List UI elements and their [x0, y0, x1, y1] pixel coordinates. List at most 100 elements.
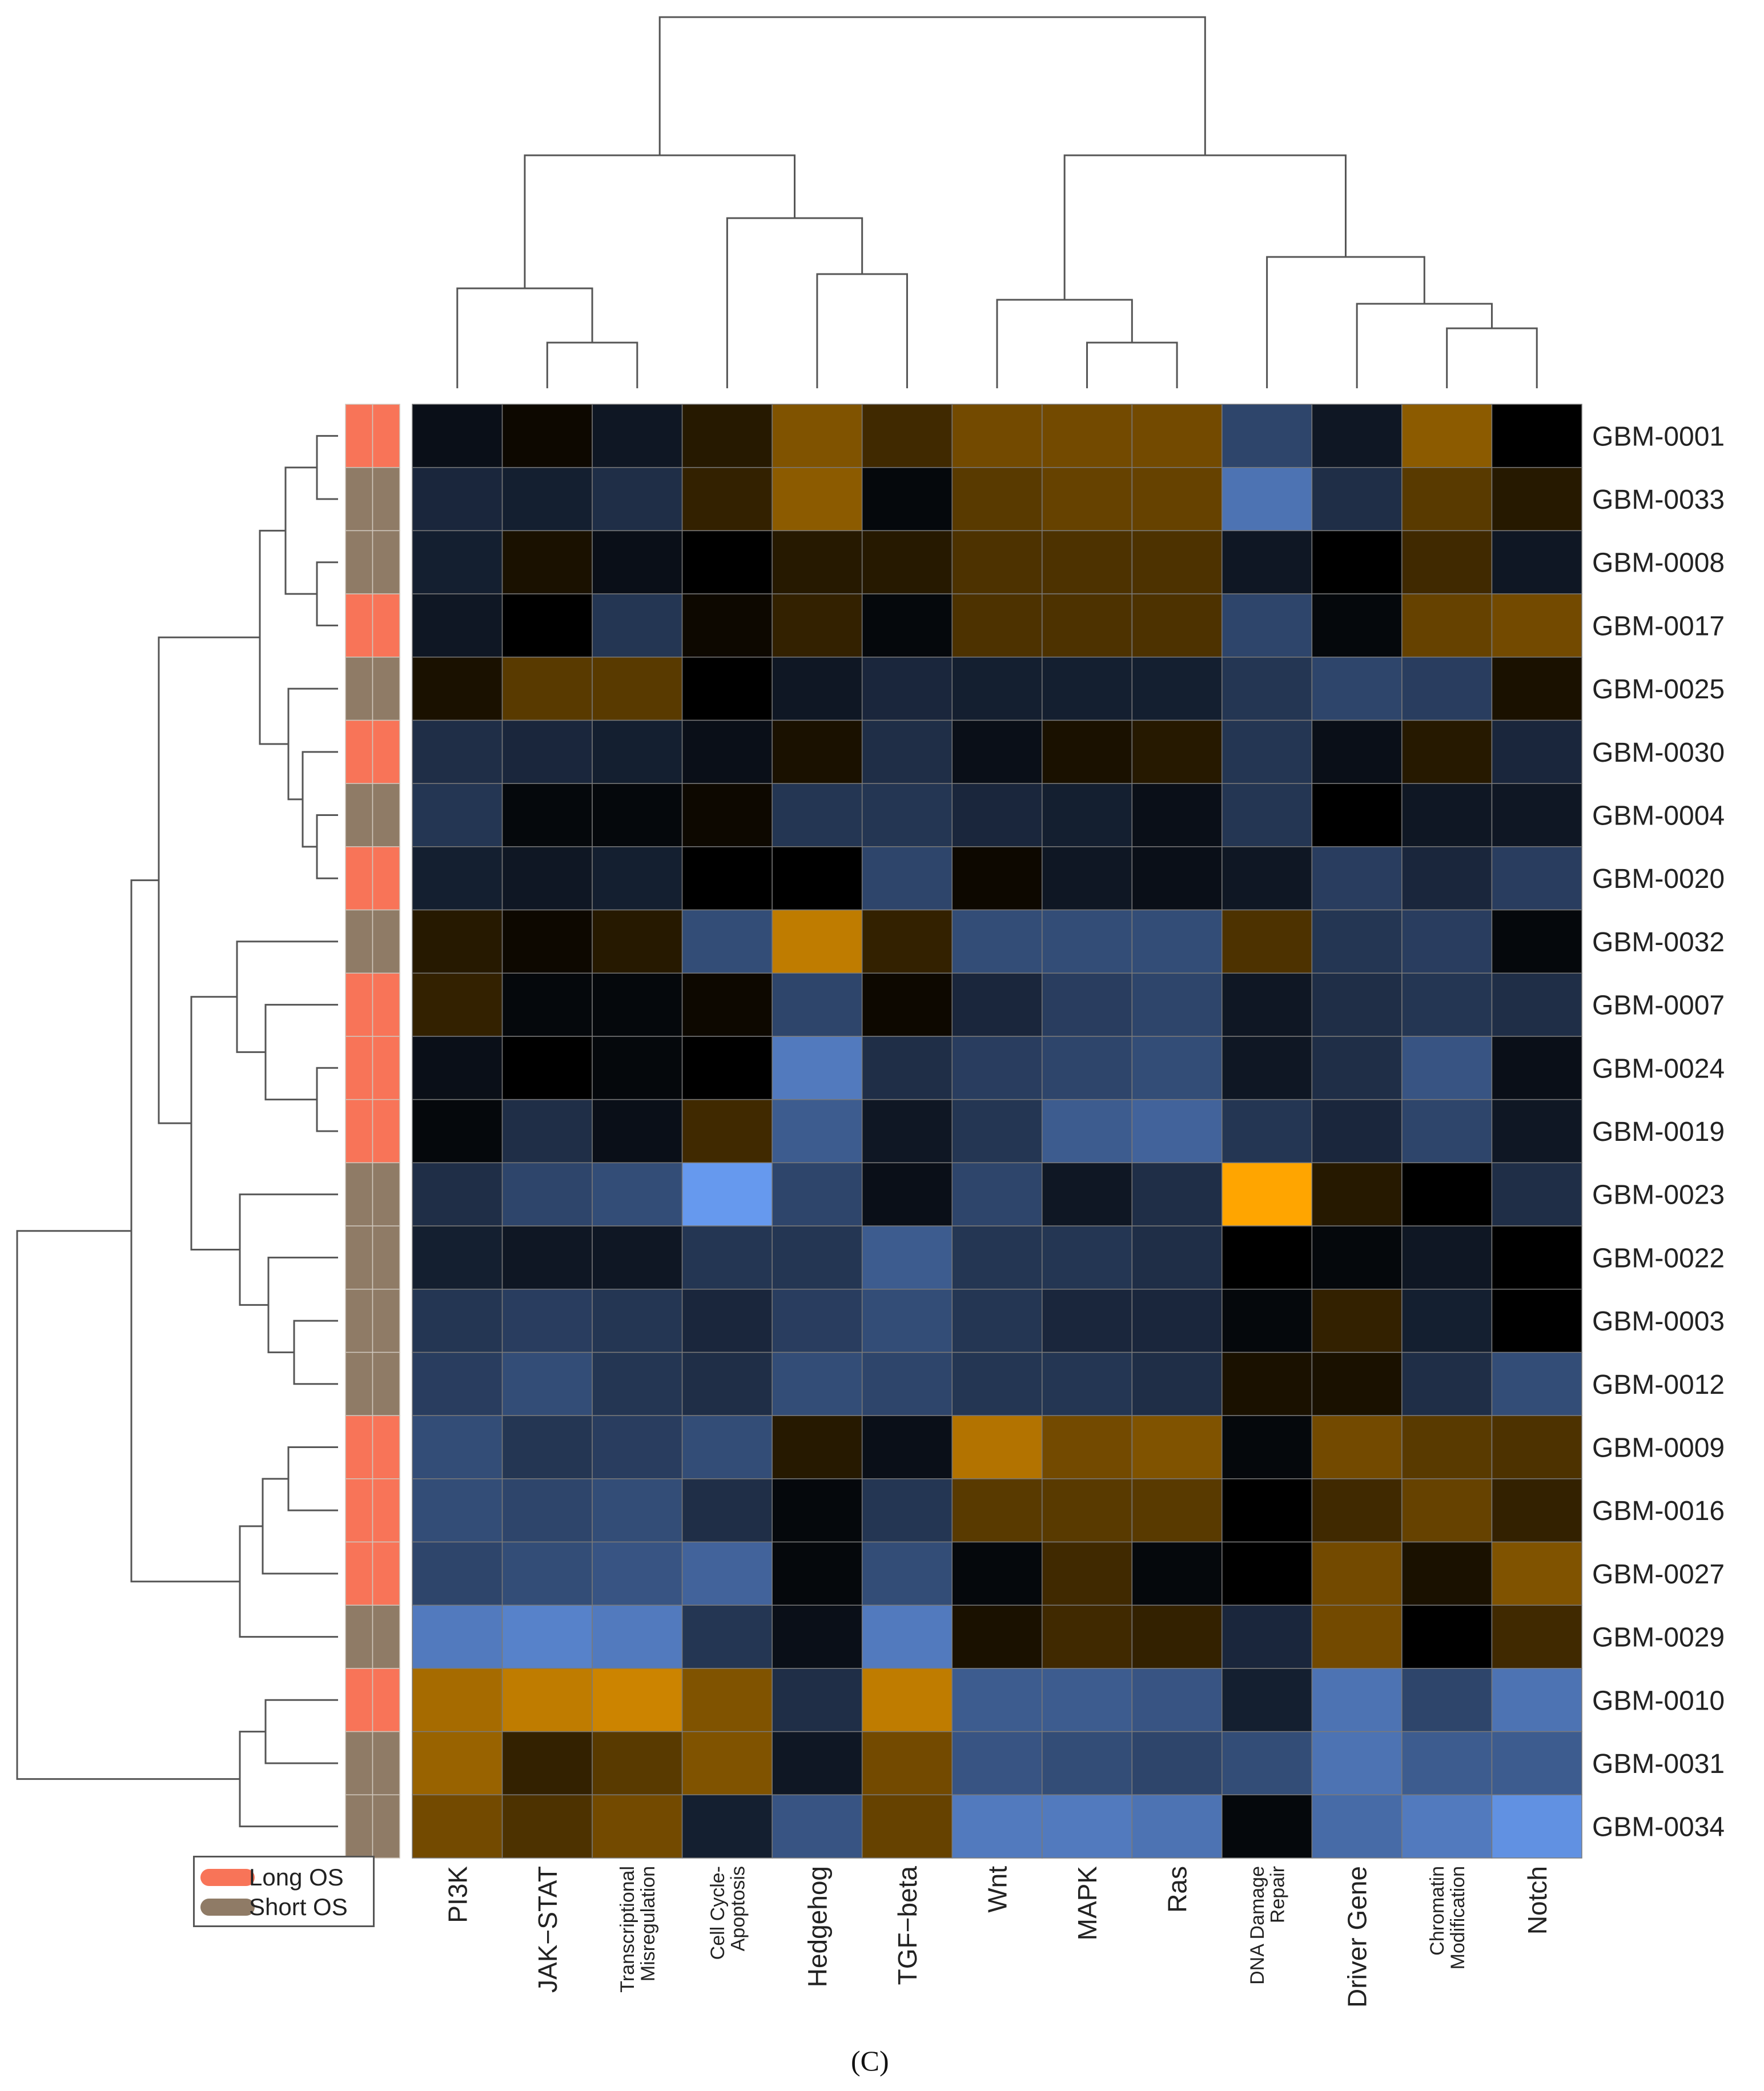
- group-bar-cell: [372, 657, 400, 721]
- heatmap-cell: [1311, 1605, 1403, 1669]
- heatmap-cell: [412, 1415, 503, 1479]
- heatmap-cell: [1401, 1415, 1493, 1479]
- heatmap-cell: [412, 1794, 503, 1859]
- group-bar-cell: [345, 783, 373, 847]
- column-label-line: TGF−beta: [893, 1866, 922, 1985]
- heatmap-cell: [412, 404, 503, 468]
- heatmap-cell: [1491, 1478, 1582, 1543]
- heatmap-cell: [1131, 593, 1223, 658]
- heatmap-cell: [1311, 972, 1403, 1037]
- heatmap-cell: [772, 783, 863, 847]
- group-bar-cell: [345, 1541, 373, 1606]
- heatmap-cell: [1311, 719, 1403, 784]
- group-bar-cell: [372, 719, 400, 784]
- heatmap-cell: [1131, 1225, 1223, 1290]
- os-group-annotation-bar: [345, 404, 400, 1859]
- column-label-line: Ras: [1163, 1866, 1192, 1913]
- row-label: GBM-0016: [1592, 1496, 1725, 1526]
- heatmap-cell: [1401, 1162, 1493, 1227]
- group-bar-cell: [372, 1668, 400, 1732]
- heatmap-cell: [1311, 1668, 1403, 1732]
- group-bar-cell: [372, 909, 400, 974]
- heatmap-cell: [501, 1415, 593, 1479]
- group-bar-cell: [372, 530, 400, 594]
- row-dendrogram-branch: [287, 1446, 338, 1511]
- group-bar-cell: [372, 1541, 400, 1606]
- heatmap-cell: [501, 1099, 593, 1164]
- heatmap-cell: [1311, 1288, 1403, 1353]
- heatmap-cell: [1131, 530, 1223, 594]
- heatmap-cell: [592, 530, 683, 594]
- row-dendrogram-branch: [293, 1320, 338, 1385]
- heatmap-cell: [412, 1036, 503, 1100]
- heatmap-cell: [1221, 593, 1313, 658]
- heatmap-cell: [1221, 530, 1313, 594]
- group-bar-cell: [345, 657, 373, 721]
- row-dendrogram: [16, 435, 338, 1828]
- heatmap-cell: [412, 1352, 503, 1416]
- heatmap-cell: [592, 1668, 683, 1732]
- heatmap-cell: [951, 1352, 1043, 1416]
- heatmap-cell: [1311, 593, 1403, 658]
- heatmap-cell: [1131, 909, 1223, 974]
- column-label-line: Wnt: [983, 1866, 1012, 1913]
- heatmap-cell: [501, 1794, 593, 1859]
- column-dendrogram-branch: [996, 299, 1133, 388]
- column-label-line: Misregulation: [637, 1866, 659, 1981]
- row-dendrogram-branch: [316, 814, 338, 879]
- heatmap-cell: [1131, 1099, 1223, 1164]
- heatmap-cell: [1042, 909, 1133, 974]
- heatmap-cell: [1131, 1668, 1223, 1732]
- column-dendrogram-branch: [1266, 256, 1425, 388]
- column-dendrogram-branch: [456, 287, 593, 388]
- heatmap-cell: [501, 530, 593, 594]
- heatmap-cell: [501, 1478, 593, 1543]
- heatmap-cell: [1311, 530, 1403, 594]
- heatmap-cell: [1491, 1225, 1582, 1290]
- row-label: GBM-0009: [1592, 1433, 1725, 1463]
- heatmap-cell: [1401, 1794, 1493, 1859]
- heatmap-cell: [1042, 1225, 1133, 1290]
- heatmap-cell: [412, 1605, 503, 1669]
- heatmap-cell: [681, 909, 773, 974]
- heatmap-cell: [1491, 530, 1582, 594]
- column-label: Wnt: [983, 1866, 1012, 1913]
- heatmap-cell: [772, 846, 863, 911]
- group-bar-cell: [372, 1162, 400, 1227]
- heatmap-cell: [681, 1731, 773, 1796]
- heatmap-cell: [1221, 783, 1313, 847]
- heatmap-cell: [951, 1162, 1043, 1227]
- column-labels: PI3K JAK−STAT TranscriptionalMisregulation…: [443, 1866, 1552, 2008]
- row-dendrogram-branch: [190, 996, 240, 1251]
- heatmap-cell: [1491, 404, 1582, 468]
- heatmap-cell: [1401, 1352, 1493, 1416]
- group-bar-cell: [372, 1478, 400, 1543]
- column-label: MAPK: [1072, 1866, 1102, 1941]
- heatmap-cell: [1042, 1478, 1133, 1543]
- heatmap-cell: [501, 657, 593, 721]
- group-bar-cell: [372, 593, 400, 658]
- heatmap-cell: [861, 783, 953, 847]
- heatmap-cell: [501, 1288, 593, 1353]
- heatmap-cell: [681, 1225, 773, 1290]
- heatmap-cell: [861, 972, 953, 1037]
- heatmap-cell: [1401, 1099, 1493, 1164]
- heatmap-cell: [1042, 1288, 1133, 1353]
- row-label: GBM-0010: [1592, 1686, 1725, 1716]
- heatmap-cell: [861, 909, 953, 974]
- heatmap-cell: [1401, 657, 1493, 721]
- heatmap-cell: [1042, 530, 1133, 594]
- heatmap-cell: [1311, 1352, 1403, 1416]
- heatmap-cell: [412, 846, 503, 911]
- group-bar-cell: [345, 1605, 373, 1669]
- heatmap-cell: [772, 1794, 863, 1859]
- group-bar-cell: [345, 1731, 373, 1796]
- column-label: Ras: [1163, 1866, 1192, 1913]
- heatmap-cell: [412, 1225, 503, 1290]
- group-bar-cell: [372, 404, 400, 468]
- column-dendrogram: [456, 16, 1538, 388]
- row-label: GBM-0007: [1592, 991, 1725, 1021]
- heatmap-cell: [1311, 1225, 1403, 1290]
- heatmap-cell: [1491, 1288, 1582, 1353]
